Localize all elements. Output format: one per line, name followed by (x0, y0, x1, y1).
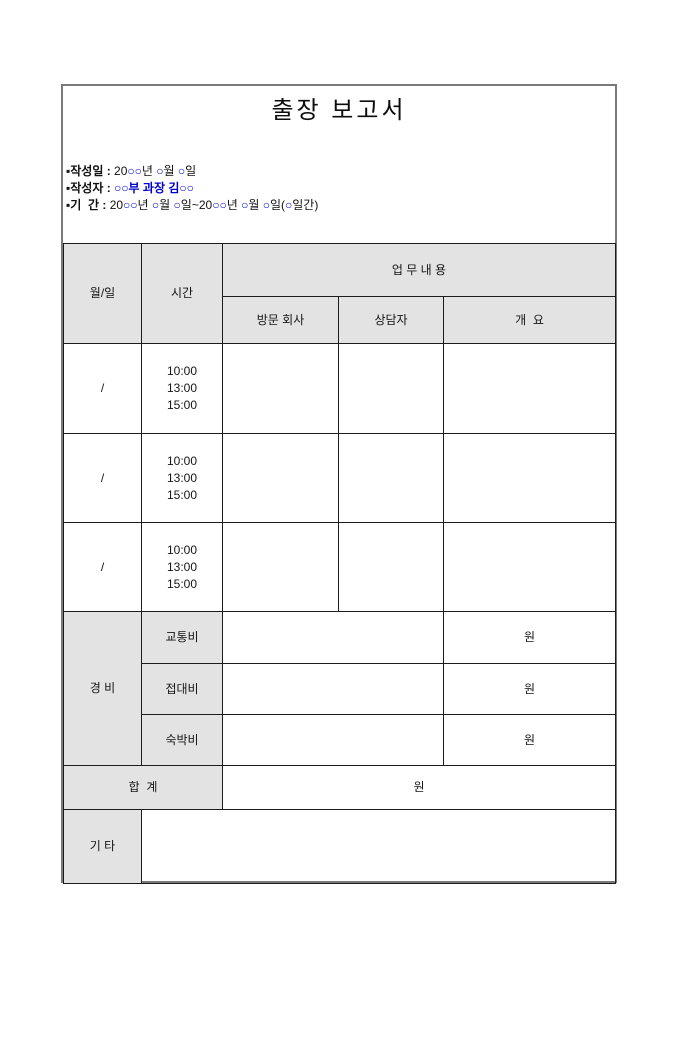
trip-row-1-company-cell[interactable] (222, 343, 339, 434)
header-cell-outline: 개 요 (443, 296, 616, 344)
text-segment: 일( (269, 198, 285, 212)
trip-row-3-times[interactable]: 10:00 13:00 15:00 (141, 522, 223, 612)
header-cell-time: 시간 (141, 243, 223, 344)
trip-row-2-month-day[interactable]: / (63, 433, 142, 523)
page-title: 출장 보고서 (271, 97, 407, 124)
total-label: 합 계 (63, 765, 223, 810)
etc-content-cell[interactable] (141, 809, 616, 884)
trip-row: / 10:00 13:00 15:00 (63, 433, 616, 523)
text-segment: 일 (185, 164, 197, 178)
expense-amount-lodging-cell[interactable] (222, 714, 444, 766)
text-segment: ○ (151, 198, 160, 212)
text-segment: 일~20 (180, 198, 213, 212)
expense-row: 접대비 원 (64, 663, 616, 715)
etc-label: 기 타 (63, 809, 142, 884)
report-table: 월/일 시간 업 무 내 용 방문 회사 상담자 개 요 / 10:00 13:… (63, 243, 616, 884)
info-line: ▪기 간 : 20○○년 ○월 ○일~20○○년 ○월 ○일(○일간) (66, 197, 615, 214)
header-cell-month-day: 월/일 (63, 243, 142, 344)
header-cell-work-content: 업 무 내 용 (222, 243, 616, 297)
text-segment: 년 (226, 198, 242, 212)
text-segment: ▪기 간 (66, 198, 100, 212)
text-segment: ○ (156, 164, 164, 178)
text-segment: : (103, 181, 115, 195)
text-segment: 월 (163, 164, 178, 178)
text-segment: 20 (109, 198, 124, 212)
trip-row-3-counselor-cell[interactable] (338, 522, 444, 612)
text-segment: 월 (159, 198, 174, 212)
text-segment: ○○ (123, 198, 138, 212)
expense-row: 숙박비 원 (64, 714, 616, 766)
info-line: ▪작성일 : 20○○년 ○월 ○일 (66, 163, 615, 180)
info-lines: ▪작성일 : 20○○년 ○월 ○일 ▪작성자 : ○○부 과장 김○○ ▪기 간 … (66, 163, 615, 214)
expense-name-transport: 교통비 (141, 611, 223, 664)
expense-name-lodging: 숙박비 (141, 714, 223, 766)
text-segment: ○○ (212, 198, 227, 212)
expense-unit-lodging: 원 (443, 714, 616, 766)
trip-row-2-company-cell[interactable] (222, 433, 339, 523)
trip-row: / 10:00 13:00 15:00 (63, 343, 616, 434)
trip-row-2-times[interactable]: 10:00 13:00 15:00 (141, 433, 223, 523)
expense-section-label: 경 비 (63, 611, 142, 766)
report-page: 출장 보고서 ▪작성일 : 20○○년 ○월 ○일 ▪작성자 : ○○부 과장 김… (61, 84, 617, 884)
text-segment: 월 (248, 198, 263, 212)
trip-row-3-outline-cell[interactable] (443, 522, 616, 612)
trip-row-2-counselor-cell[interactable] (338, 433, 444, 523)
text-segment: : (99, 198, 110, 212)
trip-row-1-times[interactable]: 10:00 13:00 15:00 (141, 343, 223, 434)
total-amount-cell[interactable]: 원 (222, 765, 616, 810)
text-segment: 년 (137, 198, 152, 212)
trip-row-2-outline-cell[interactable] (443, 433, 616, 523)
trip-row-1-counselor-cell[interactable] (338, 343, 444, 434)
text-segment: 20 (114, 164, 128, 178)
text-segment: ▪작성자 (66, 181, 104, 195)
text-segment: ○○ (127, 164, 142, 178)
text-segment: : (103, 164, 115, 178)
header-cell-counselor: 상담자 (338, 296, 444, 344)
expense-unit-entertain: 원 (443, 663, 616, 715)
text-segment: ○ (262, 198, 270, 212)
expense-unit-transport: 원 (443, 611, 616, 664)
text-segment: ○ (285, 198, 293, 212)
expense-name-entertain: 접대비 (141, 663, 223, 715)
text-segment: ○ (173, 198, 181, 212)
expense-amount-entertain-cell[interactable] (222, 663, 444, 715)
trip-row-1-outline-cell[interactable] (443, 343, 616, 434)
text-segment: 년 (141, 164, 157, 178)
text-segment: ○ (241, 198, 249, 212)
total-row: 합 계 원 (63, 765, 616, 810)
trip-row: / 10:00 13:00 15:00 (63, 522, 616, 612)
text-segment: 일간) (292, 198, 319, 212)
text-segment: ○ (177, 164, 186, 178)
text-segment: ▪작성일 (66, 164, 104, 178)
trip-row-3-month-day[interactable]: / (63, 522, 142, 612)
etc-row: 기 타 (63, 809, 616, 884)
trip-row-3-company-cell[interactable] (222, 522, 339, 612)
trip-row-1-month-day[interactable]: / (63, 343, 142, 434)
info-line: ▪작성자 : ○○부 과장 김○○ (66, 180, 615, 197)
expense-row: 경 비 교통비 원 (63, 611, 616, 766)
expense-amount-transport-cell[interactable] (222, 611, 444, 664)
header-cell-visit-company: 방문 회사 (222, 296, 339, 344)
text-segment: ○○부 과장 김○○ (114, 181, 194, 195)
header-row-1: 월/일 시간 업 무 내 용 (63, 243, 616, 344)
